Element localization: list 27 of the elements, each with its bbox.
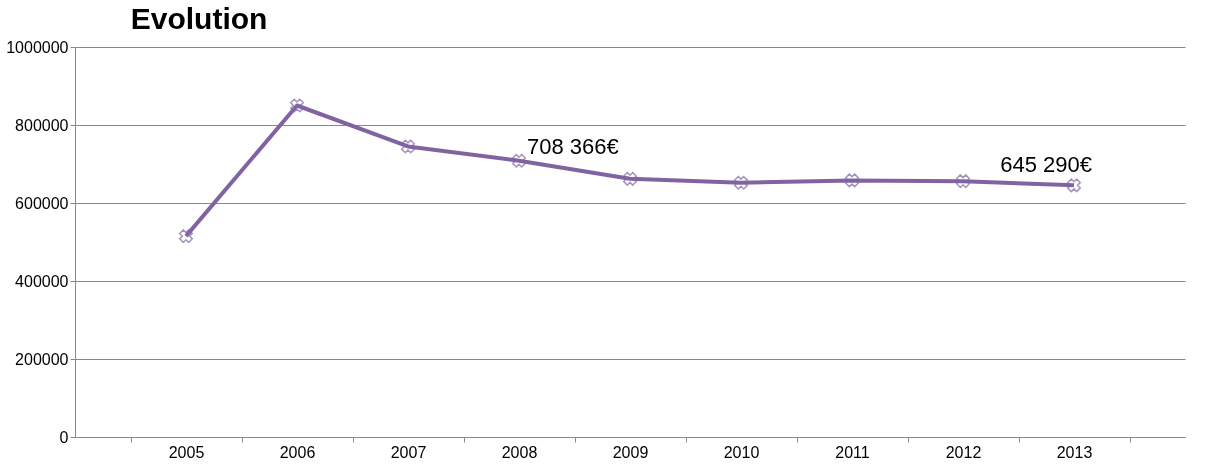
x-tick-label: 2005	[168, 443, 205, 461]
y-tick-label: 1000000	[6, 38, 69, 56]
x-tick-label: 2013	[1056, 443, 1093, 461]
y-tick-label: 200000	[15, 350, 69, 368]
point	[178, 229, 194, 244]
x-tick-label: 2008	[501, 443, 538, 461]
data-label: 708 366€	[527, 133, 619, 159]
point	[400, 139, 416, 154]
data-label: 645 290€	[1000, 152, 1092, 178]
point	[733, 175, 749, 190]
point	[1066, 178, 1082, 193]
x-tick-label: 2012	[945, 443, 982, 461]
point	[844, 173, 860, 188]
y-tick-label: 600000	[15, 194, 69, 212]
x-tick-label: 2010	[723, 443, 760, 461]
x-tick-label: 2009	[612, 443, 649, 461]
point	[289, 98, 305, 113]
point	[955, 174, 971, 189]
y-tick-label: 400000	[15, 272, 69, 290]
y-tick-label: 0	[59, 428, 69, 446]
point	[511, 153, 527, 168]
x-tick-label: 2006	[279, 443, 316, 461]
x-tick-label: 2011	[835, 443, 870, 461]
point	[622, 171, 638, 186]
x-tick-label: 2007	[390, 443, 427, 461]
chart-title: Evolution	[130, 2, 268, 35]
y-tick-label: 800000	[15, 116, 69, 134]
